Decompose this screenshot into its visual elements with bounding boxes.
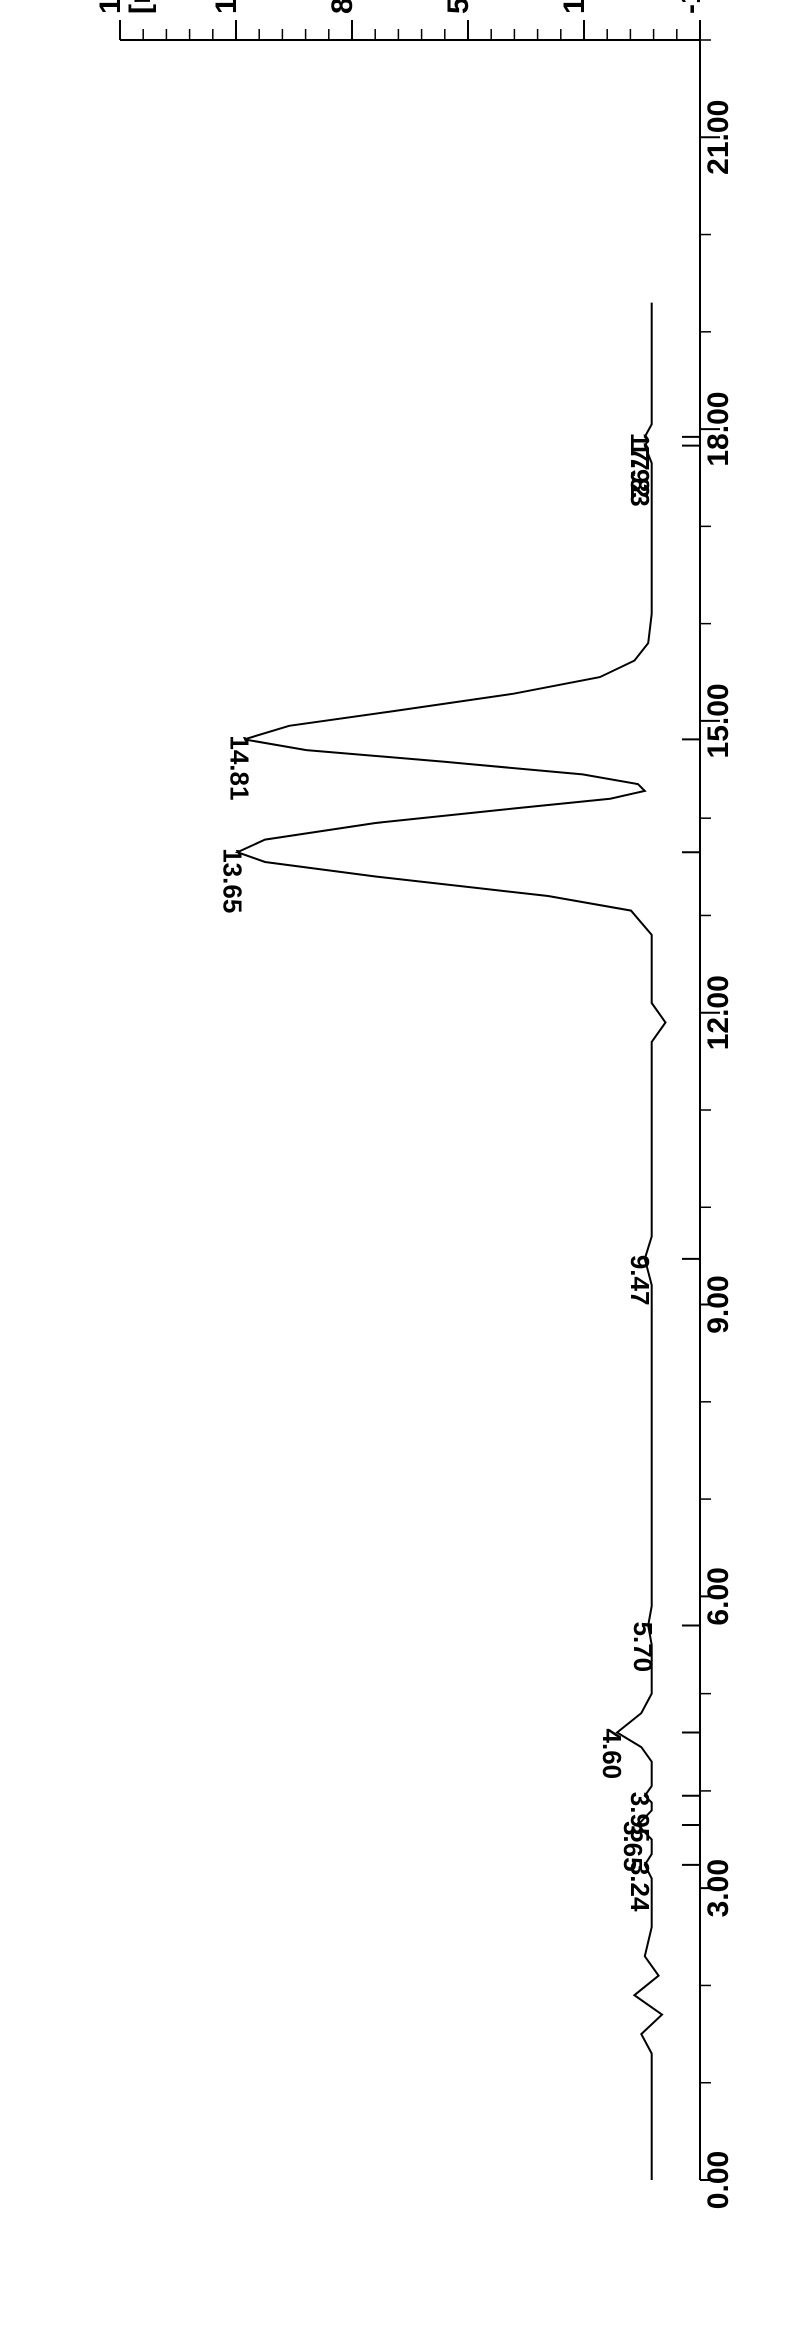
peak-label: 17.92: [625, 433, 655, 498]
x-tick-label: 15.00: [702, 683, 735, 758]
x-tick-label: 12.00: [702, 975, 735, 1050]
peak-label: 9.47: [625, 1255, 655, 1306]
peak-label: 4.60: [597, 1729, 627, 1780]
x-tick-label: 3.00: [702, 1859, 735, 1917]
peak-label: 3.95: [625, 1792, 655, 1843]
x-tick-label: 21.00: [702, 100, 735, 175]
x-tick-label: 6.00: [702, 1567, 735, 1625]
peak-label: 13.65: [217, 848, 247, 913]
x-tick-label: 0.00: [702, 2151, 735, 2209]
y-tick-label: -14.00: [674, 0, 707, 14]
y-axis-unit: [mAU]: [124, 0, 157, 14]
x-tick-label: 18.00: [702, 392, 735, 467]
peak-label: 5.70: [628, 1622, 658, 1673]
chromatogram-chart: 0.00 3.00 6.00 9.00 12.00 15.00 18.00 21.00 -14.…: [0, 0, 800, 2332]
y-tick-label: 19.60: [558, 0, 591, 14]
y-tick-label: 154.00: [94, 0, 127, 14]
peak-label: 14.81: [224, 735, 254, 800]
y-tick-label: 86.80: [326, 0, 359, 14]
chromatogram-trace: [237, 303, 665, 2180]
chart-svg: 0.00 3.00 6.00 9.00 12.00 15.00 18.00 21.00 -14.…: [0, 0, 800, 2332]
y-tick-label: 120.40: [210, 0, 243, 14]
x-tick-label: 9.00: [702, 1275, 735, 1333]
y-tick-label: 53.20: [442, 0, 475, 14]
